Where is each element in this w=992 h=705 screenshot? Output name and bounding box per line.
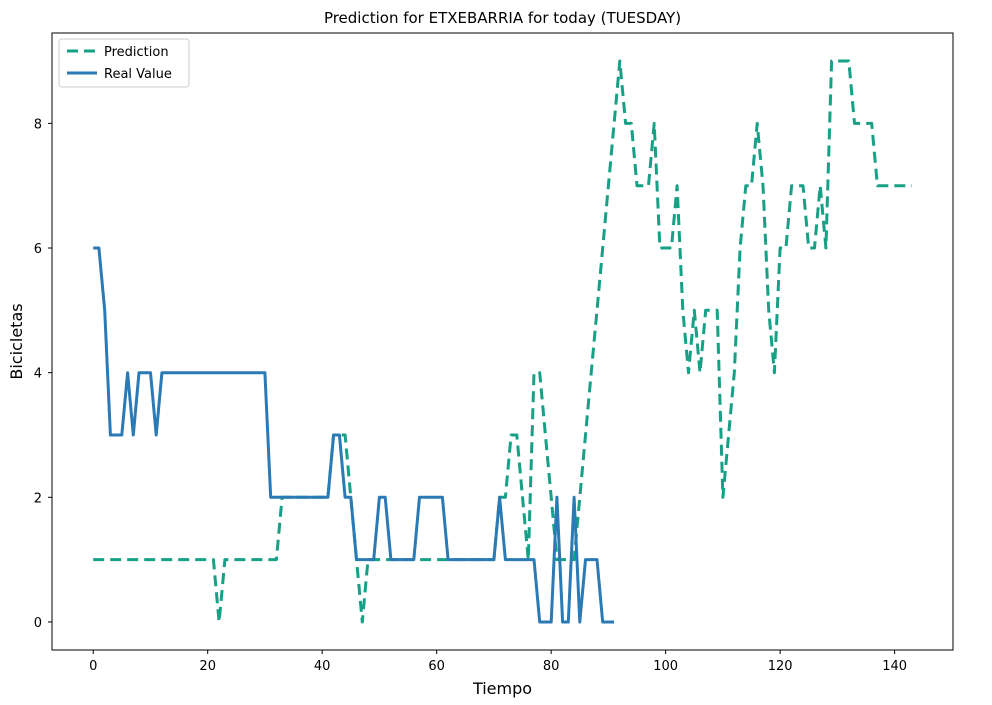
x-tick-label: 120 — [768, 659, 793, 674]
chart-title: Prediction for ETXEBARRIA for today (TUE… — [324, 9, 681, 27]
y-tick-label: 8 — [34, 117, 42, 132]
x-tick-label: 80 — [543, 659, 560, 674]
x-tick-label: 40 — [314, 659, 331, 674]
y-axis-title: Bicicletas — [7, 303, 26, 379]
legend-label: Prediction — [104, 45, 169, 60]
x-tick-label: 60 — [428, 659, 445, 674]
series-line-real-value — [93, 246, 615, 624]
x-tick-label: 20 — [199, 659, 216, 674]
x-axis-title: Tiempo — [472, 679, 532, 698]
axes: 0 20 40 60 80 100 120 140 0 2 4 6 8 — [34, 32, 954, 674]
series-line-prediction — [93, 59, 912, 624]
y-tick-label: 6 — [34, 242, 42, 257]
y-tick-label: 2 — [34, 491, 42, 506]
legend: Prediction Real Value — [58, 38, 190, 88]
plot-frame — [51, 32, 954, 651]
plot-lines — [93, 59, 912, 624]
y-tick-label: 0 — [34, 616, 42, 631]
x-tick-label: 100 — [653, 659, 678, 674]
legend-label: Real Value — [104, 67, 172, 82]
y-tick-label: 4 — [34, 367, 42, 382]
x-tick-label: 140 — [882, 659, 907, 674]
x-tick-label: 0 — [89, 659, 97, 674]
